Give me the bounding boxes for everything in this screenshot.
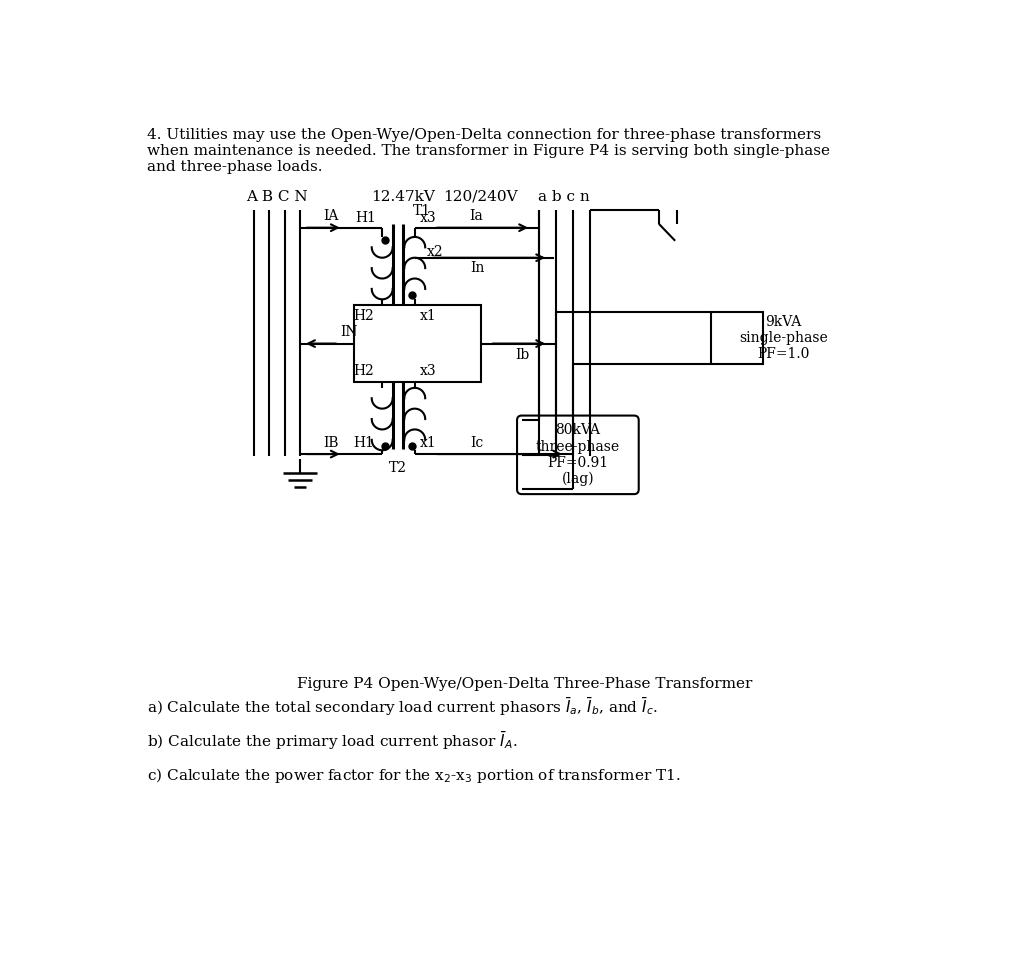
Text: x1: x1 — [420, 436, 437, 451]
Text: In: In — [471, 261, 485, 276]
Text: x1: x1 — [420, 309, 437, 323]
Text: a) Calculate the total secondary load current phasors $\bar{I}_a$, $\bar{I}_b$, : a) Calculate the total secondary load cu… — [147, 695, 658, 718]
Text: IA: IA — [324, 209, 339, 223]
Bar — [711, 311, 764, 364]
Text: 12.47kV: 12.47kV — [371, 190, 435, 204]
Text: x3: x3 — [420, 364, 437, 378]
Text: 80kVA
three-phase
PF=0.91
(lag): 80kVA three-phase PF=0.91 (lag) — [536, 424, 620, 486]
Text: 4. Utilities may use the Open-Wye/Open-Delta connection for three-phase transfor: 4. Utilities may use the Open-Wye/Open-D… — [147, 128, 830, 174]
Text: H1: H1 — [353, 436, 375, 451]
Text: Figure P4 Open-Wye/Open-Delta Three-Phase Transformer: Figure P4 Open-Wye/Open-Delta Three-Phas… — [297, 677, 753, 690]
Text: IB: IB — [324, 435, 339, 450]
Text: H2: H2 — [353, 309, 375, 323]
Text: 9kVA
single-phase
PF=1.0: 9kVA single-phase PF=1.0 — [739, 314, 828, 361]
Bar — [354, 306, 480, 382]
Text: H2: H2 — [353, 364, 375, 378]
Text: T2: T2 — [389, 461, 407, 475]
Text: a b c n: a b c n — [539, 190, 590, 204]
Text: x3: x3 — [420, 212, 437, 225]
Text: Ib: Ib — [515, 348, 529, 362]
Text: Ic: Ic — [471, 435, 483, 450]
Text: IN: IN — [340, 325, 357, 339]
Text: c) Calculate the power factor for the x$_2$-x$_3$ portion of transformer T1.: c) Calculate the power factor for the x$… — [147, 767, 681, 785]
Text: x2: x2 — [426, 245, 443, 258]
Text: b) Calculate the primary load current phasor $\bar{I}_A$.: b) Calculate the primary load current ph… — [147, 730, 518, 752]
Text: Ia: Ia — [469, 209, 482, 223]
Text: H1: H1 — [355, 212, 376, 225]
Text: 120/240V: 120/240V — [443, 190, 518, 204]
Text: A B C N: A B C N — [246, 190, 307, 204]
Text: T1: T1 — [414, 204, 431, 218]
